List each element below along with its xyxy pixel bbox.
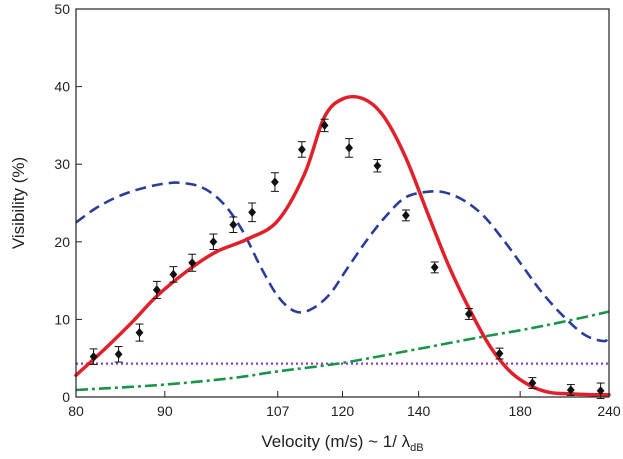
data-point (495, 348, 504, 359)
data-point (345, 143, 353, 153)
y-axis-title: Visibility (%) (9, 157, 28, 249)
data-point (596, 386, 605, 396)
y-tick-label: 50 (54, 1, 70, 17)
data-point (89, 352, 98, 362)
series-line-dashdot (75, 310, 610, 392)
data-point (566, 385, 575, 395)
x-tick-label: 80 (68, 403, 84, 419)
data-point (209, 237, 218, 247)
x-tick-label: 120 (331, 403, 355, 419)
data-point (402, 210, 410, 220)
data-point (114, 349, 123, 359)
y-tick-label: 30 (54, 156, 70, 172)
data-point (430, 262, 439, 272)
data-point (320, 120, 329, 130)
x-axis-title-main: Velocity (m/s) ~ 1/ λ (261, 432, 410, 451)
data-point (528, 378, 537, 388)
data-point (373, 161, 382, 171)
series-line-solid (74, 95, 611, 397)
x-tick-label: 140 (407, 403, 431, 419)
x-tick-label: 240 (597, 403, 621, 419)
data-point (248, 207, 256, 217)
data-point (229, 220, 238, 230)
plot-content (74, 95, 611, 400)
x-tick-label: 180 (508, 403, 532, 419)
data-point (271, 177, 279, 187)
y-tick-label: 0 (62, 389, 70, 405)
axis-ticks: 80 90 107 120 140 180 240 0 10 20 30 40 50 (54, 1, 620, 419)
data-point (465, 309, 473, 319)
data-point (188, 258, 197, 268)
y-tick-label: 40 (54, 79, 70, 95)
data-point (298, 144, 306, 155)
x-tick-label: 90 (157, 403, 173, 419)
x-tick-label: 107 (266, 403, 290, 419)
x-axis-title: Velocity (m/s) ~ 1/ λdB (261, 432, 423, 454)
series-line-dashed (75, 181, 610, 343)
data-point (152, 285, 161, 295)
y-tick-label: 20 (54, 234, 70, 250)
x-axis-title-subscript: dB (410, 442, 423, 454)
data-point (169, 269, 178, 279)
y-tick-label: 10 (54, 311, 70, 327)
plot-frame (75, 8, 610, 398)
data-point (135, 328, 144, 338)
